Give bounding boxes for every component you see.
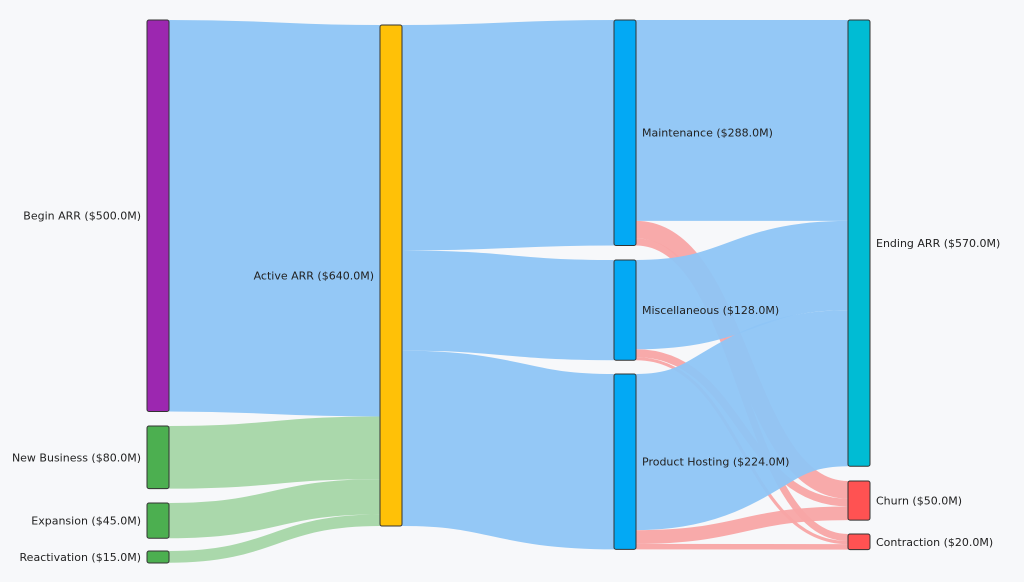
label-churn: Churn ($50.0M) xyxy=(876,495,962,508)
links-layer xyxy=(168,19,851,563)
node-reactivation[interactable] xyxy=(146,550,170,564)
node-expansion[interactable] xyxy=(146,502,170,539)
node-maintenance[interactable] xyxy=(613,19,637,246)
link-expansion-active[interactable] xyxy=(168,479,381,539)
node-begin[interactable] xyxy=(146,19,170,412)
label-expansion: Expansion ($45.0M) xyxy=(31,515,141,528)
label-hosting: Product Hosting ($224.0M) xyxy=(642,456,789,469)
label-maintenance: Maintenance ($288.0M) xyxy=(642,127,773,140)
link-active-maintenance[interactable] xyxy=(401,20,615,251)
node-newbiz[interactable] xyxy=(146,425,170,490)
node-misc[interactable] xyxy=(613,259,637,361)
node-contraction[interactable] xyxy=(847,533,871,551)
link-active-hosting[interactable] xyxy=(401,350,615,550)
link-begin-active[interactable] xyxy=(168,20,381,417)
link-hosting-ending[interactable] xyxy=(633,310,851,531)
link-reactivation-active[interactable] xyxy=(168,514,381,563)
labels-layer: Begin ARR ($500.0M) New Business ($80.0M)… xyxy=(12,127,1000,564)
link-newbiz-active[interactable] xyxy=(168,416,381,489)
link-misc-ending[interactable] xyxy=(635,220,849,350)
node-active[interactable] xyxy=(379,24,403,527)
node-ending[interactable] xyxy=(847,19,871,467)
label-ending: Ending ARR ($570.0M) xyxy=(876,237,1000,250)
label-newbiz: New Business ($80.0M) xyxy=(12,451,141,464)
node-hosting[interactable] xyxy=(613,373,637,550)
node-churn[interactable] xyxy=(847,480,871,521)
label-contraction: Contraction ($20.0M) xyxy=(876,536,993,549)
label-active: Active ARR ($640.0M) xyxy=(254,270,374,283)
link-active-misc[interactable] xyxy=(401,250,615,361)
nodes-layer xyxy=(146,19,871,564)
label-misc: Miscellaneous ($128.0M) xyxy=(642,304,779,317)
label-reactivation: Reactivation ($15.0M) xyxy=(20,551,141,564)
label-begin: Begin ARR ($500.0M) xyxy=(23,210,141,223)
link-hosting-churn[interactable] xyxy=(635,506,849,544)
